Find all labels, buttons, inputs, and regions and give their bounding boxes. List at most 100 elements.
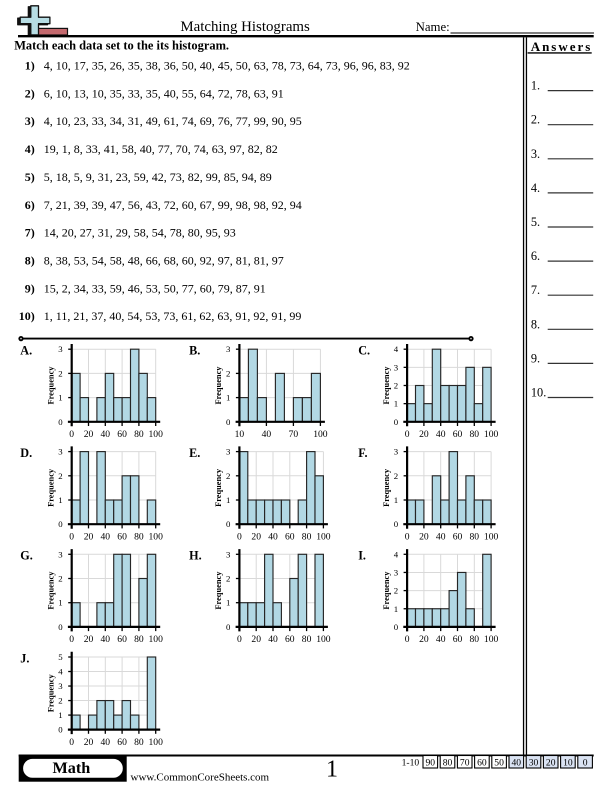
svg-text:B.: B. (189, 344, 200, 358)
svg-text:60: 60 (117, 532, 127, 543)
svg-text:0: 0 (405, 634, 410, 645)
svg-text:3: 3 (394, 567, 399, 577)
svg-text:90: 90 (426, 758, 436, 769)
svg-text:4: 4 (394, 549, 399, 559)
svg-text:3: 3 (58, 344, 63, 354)
svg-text:60: 60 (453, 532, 463, 543)
svg-text:2: 2 (226, 368, 230, 378)
svg-text:3: 3 (394, 447, 399, 457)
svg-text:1: 1 (226, 495, 230, 505)
svg-text:60: 60 (453, 634, 463, 645)
svg-text:100: 100 (313, 429, 328, 440)
svg-text:20: 20 (84, 429, 94, 440)
svg-text:7): 7) (25, 226, 35, 240)
svg-text:2: 2 (58, 471, 62, 481)
svg-text:20: 20 (84, 737, 94, 748)
svg-text:Answers: Answers (531, 39, 593, 54)
svg-text:6.: 6. (531, 249, 540, 263)
svg-text:5.: 5. (531, 215, 540, 229)
svg-text:19, 1, 8, 33, 41, 58, 40, 77,: 19, 1, 8, 33, 41, 58, 40, 77, 70, 74, 63… (44, 142, 278, 156)
svg-text:40: 40 (436, 429, 446, 440)
svg-text:10.: 10. (531, 386, 546, 400)
svg-text:9.: 9. (531, 351, 540, 365)
svg-text:80: 80 (134, 634, 144, 645)
svg-text:6): 6) (25, 198, 35, 212)
svg-text:F.: F. (358, 446, 367, 460)
svg-text:80: 80 (443, 758, 453, 769)
svg-text:20: 20 (546, 758, 556, 769)
svg-text:2: 2 (226, 574, 230, 584)
svg-text:40: 40 (268, 532, 278, 543)
svg-text:www.CommonCoreSheets.com: www.CommonCoreSheets.com (131, 771, 270, 783)
svg-text:0: 0 (394, 417, 399, 427)
svg-text:7, 21, 39, 39, 47, 56, 43, 72,: 7, 21, 39, 39, 47, 56, 43, 72, 60, 67, 9… (44, 198, 302, 212)
svg-text:Name:: Name: (416, 20, 450, 34)
svg-text:Frequency: Frequency (214, 366, 223, 405)
svg-text:C.: C. (358, 344, 370, 358)
svg-text:0: 0 (405, 429, 410, 440)
svg-text:Frequency: Frequency (47, 468, 56, 507)
svg-text:1: 1 (58, 710, 62, 720)
svg-text:5, 18, 5, 9, 31, 23, 59, 42, 7: 5, 18, 5, 9, 31, 23, 59, 42, 73, 82, 99,… (44, 170, 272, 184)
svg-text:8): 8) (25, 254, 35, 268)
svg-text:3: 3 (226, 344, 231, 354)
svg-text:0: 0 (226, 417, 231, 427)
svg-text:80: 80 (134, 532, 144, 543)
svg-text:100: 100 (149, 532, 164, 543)
svg-text:5: 5 (58, 652, 63, 662)
svg-text:Frequency: Frequency (47, 673, 56, 712)
svg-text:4: 4 (394, 344, 399, 354)
svg-text:3.: 3. (531, 147, 540, 161)
svg-text:40: 40 (436, 634, 446, 645)
svg-text:1: 1 (226, 393, 230, 403)
svg-text:4: 4 (58, 667, 63, 677)
svg-text:20: 20 (419, 532, 429, 543)
svg-text:60: 60 (477, 758, 487, 769)
svg-text:1): 1) (25, 58, 35, 72)
svg-text:20: 20 (84, 532, 94, 543)
svg-text:60: 60 (117, 429, 127, 440)
svg-text:20: 20 (251, 634, 261, 645)
svg-text:2: 2 (58, 696, 62, 706)
svg-text:70: 70 (460, 758, 470, 769)
svg-text:G.: G. (20, 549, 33, 563)
svg-text:80: 80 (134, 429, 144, 440)
svg-text:10): 10) (19, 309, 35, 323)
svg-text:100: 100 (316, 634, 331, 645)
svg-text:100: 100 (149, 737, 164, 748)
svg-text:1: 1 (394, 604, 398, 614)
svg-text:3: 3 (58, 681, 63, 691)
svg-text:0: 0 (58, 417, 63, 427)
svg-text:80: 80 (134, 737, 144, 748)
svg-text:100: 100 (316, 532, 331, 543)
svg-text:40: 40 (512, 758, 522, 769)
svg-text:Frequency: Frequency (382, 468, 391, 507)
svg-text:4): 4) (25, 142, 35, 156)
svg-text:0: 0 (394, 519, 399, 529)
svg-text:3: 3 (394, 362, 399, 372)
svg-text:2.: 2. (531, 113, 540, 127)
svg-text:40: 40 (101, 429, 111, 440)
svg-text:Matching Histograms: Matching Histograms (180, 19, 310, 35)
svg-text:0: 0 (69, 737, 74, 748)
svg-text:0: 0 (583, 758, 588, 769)
svg-text:1: 1 (58, 598, 62, 608)
svg-text:J.: J. (20, 651, 29, 665)
svg-text:3): 3) (25, 114, 35, 128)
svg-text:10: 10 (235, 429, 245, 440)
svg-text:1: 1 (58, 495, 62, 505)
svg-text:A.: A. (20, 344, 32, 358)
svg-text:D.: D. (20, 446, 32, 460)
svg-text:Match each data set to the its: Match each data set to the its histogram… (14, 38, 229, 52)
svg-text:2: 2 (394, 586, 398, 596)
svg-text:1, 11, 21, 37, 40, 54, 53, 73,: 1, 11, 21, 37, 40, 54, 53, 73, 61, 62, 6… (44, 309, 302, 323)
svg-text:30: 30 (529, 758, 539, 769)
svg-text:40: 40 (268, 634, 278, 645)
svg-text:4.: 4. (531, 181, 540, 195)
svg-text:0: 0 (405, 532, 410, 543)
svg-text:Frequency: Frequency (214, 571, 223, 610)
svg-text:0: 0 (58, 622, 63, 632)
svg-text:10: 10 (563, 758, 573, 769)
svg-text:1: 1 (394, 399, 398, 409)
svg-text:100: 100 (484, 634, 499, 645)
